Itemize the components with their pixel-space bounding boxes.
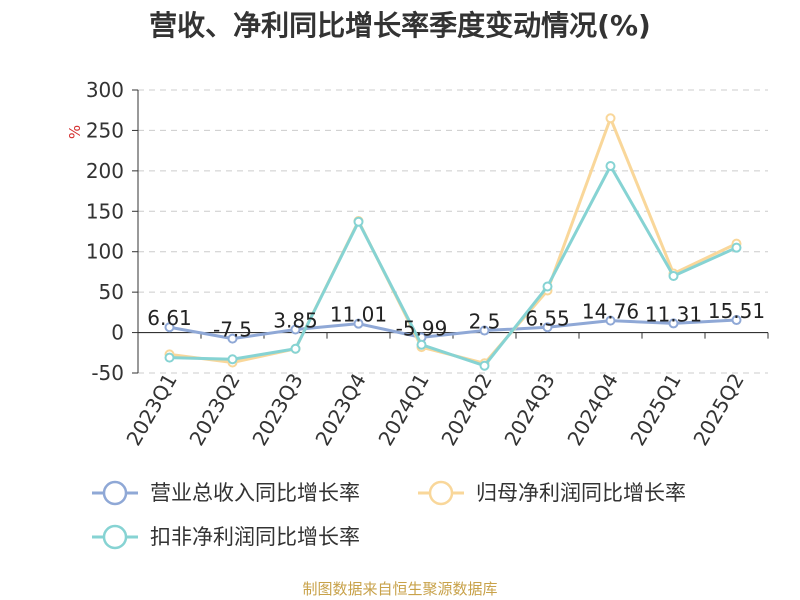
x-tick-label: 2025Q1 [625,369,685,450]
series-3-point [542,281,553,292]
series-lines [164,113,742,371]
series-1-point [290,324,301,335]
series-1-point [479,325,490,336]
series-3-point [353,216,364,227]
series-line-3 [169,164,738,368]
data-label: 15.51 [708,299,765,323]
series-3-point [668,270,679,281]
series-2-point [605,113,616,124]
x-tick-label: 2025Q2 [688,369,748,450]
x-tick-label: 2024Q4 [562,369,622,450]
data-label: -5.99 [396,316,448,340]
y-tick-label: 300 [86,78,124,102]
y-tick-label: 150 [86,199,124,223]
legend-label: 扣非净利润同比增长率 [150,525,360,549]
series-3-point [164,352,175,363]
series-1-point [605,315,616,326]
series-3-point [731,242,742,253]
y-tick-label: 0 [111,321,124,345]
data-label: 11.31 [645,302,702,326]
series-1-point [668,318,679,329]
y-tick-label: 100 [86,240,124,264]
series-3-point [227,354,238,365]
y-tick-label: 50 [99,280,124,304]
x-tick-label: 2023Q3 [247,369,307,450]
y-axis-ticks: 300 250 200 150 100 50 0 -50 [86,78,124,385]
x-tick-label: 2023Q1 [121,369,181,450]
series-1-point [542,322,553,333]
x-tick-label: 2024Q1 [373,369,433,450]
source-note: 制图数据来自恒生聚源数据库 [302,580,498,598]
data-label: 2.5 [469,310,501,334]
series-3-point [605,161,616,172]
series-1-point [164,322,175,333]
series-1-point [227,333,238,344]
x-tick-label: 2024Q2 [436,369,496,450]
data-label: 11.01 [330,303,387,327]
series-3-point [290,343,301,354]
series-3-point [416,339,427,350]
x-tick-label: 2023Q4 [310,369,370,450]
series-line-1 [169,318,737,341]
legend-swatch-marker [102,480,128,506]
series-3-point [479,360,490,371]
grid-lines [138,89,768,374]
y-tick-label: 250 [86,118,124,142]
legend-label: 营业总收入同比增长率 [150,481,360,505]
series-line-2 [169,116,738,365]
data-label: 14.76 [582,300,639,324]
x-tick-label: 2024Q3 [499,369,559,450]
x-tick-label: 2023Q2 [184,369,244,450]
y-tick-label: 200 [86,159,124,183]
data-labels: 6.61 -7.5 3.85 11.01 -5.99 2.5 6.55 14.76 11.31 1… [147,299,765,342]
data-label: 3.85 [273,308,318,332]
data-label: -7.5 [213,318,252,342]
x-axis-ticks: 2023Q1 2023Q2 2023Q3 2023Q4 2024Q1 2024Q2 2024… [121,369,748,450]
chart-title: 营收、净利同比增长率季度变动情况(%) [149,9,651,42]
y-tick-label: -50 [91,361,124,385]
legend-label: 归母净利润同比增长率 [476,481,686,505]
series-1-point [731,315,742,326]
legend-swatch-marker [102,524,128,550]
data-label: 6.55 [525,306,570,330]
legend-swatch-marker [428,480,454,506]
series-1-point [353,318,364,329]
y-axis-unit-label: % [66,125,84,139]
data-label: 6.61 [147,306,192,330]
